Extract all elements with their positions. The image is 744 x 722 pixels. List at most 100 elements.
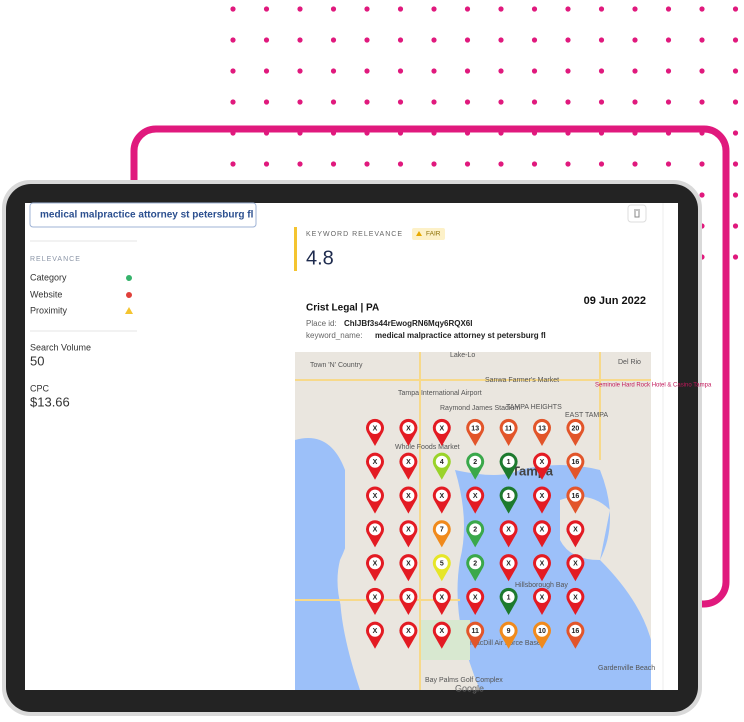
dot <box>732 161 739 167</box>
pin-center <box>469 455 482 468</box>
rank-pin: 13 <box>466 418 485 446</box>
pin-label: 11 <box>471 628 479 635</box>
rank-pin: 16 <box>566 452 585 480</box>
dot <box>364 37 370 43</box>
pin-label: 20 <box>572 425 580 432</box>
delete-button[interactable] <box>627 204 647 223</box>
pin-center <box>369 557 381 570</box>
dot <box>632 6 638 12</box>
pin-center <box>469 624 482 637</box>
metric-label: CPC <box>30 383 50 393</box>
dot <box>431 161 437 167</box>
pin-label: X <box>406 493 411 500</box>
rank-pin: X <box>366 418 385 446</box>
rank-pin: X <box>366 452 385 480</box>
map-label: Lake-Lo <box>450 352 475 359</box>
dot <box>531 161 538 167</box>
pin-center <box>402 591 415 603</box>
rank-pin: X <box>533 452 551 480</box>
keyword-name: medical malpractice attorney st petersbu… <box>375 331 546 340</box>
dot <box>598 37 605 43</box>
status-error <box>126 292 132 298</box>
dot <box>732 6 739 12</box>
pin-label: X <box>540 459 545 466</box>
pin-center <box>569 557 582 570</box>
dot <box>498 68 504 74</box>
pin-center <box>569 455 582 468</box>
dot <box>330 37 337 43</box>
dot <box>431 37 437 43</box>
dot <box>397 99 404 105</box>
metric-label: Search Volume <box>30 342 91 352</box>
rank-pin: X <box>399 486 418 514</box>
dot <box>665 6 672 12</box>
pin-center <box>536 422 548 434</box>
pin-label: 10 <box>538 628 546 635</box>
pin-label: X <box>540 527 545 534</box>
pin-center <box>569 624 582 637</box>
pin-center <box>369 422 381 434</box>
island <box>560 496 610 560</box>
pin-center <box>469 489 482 502</box>
pin-label: X <box>373 459 378 466</box>
pin-center <box>536 523 548 536</box>
rank-pin: X <box>533 587 551 615</box>
rank-pin: 7 <box>432 520 451 548</box>
rank-pin: X <box>366 520 385 548</box>
report-date: 09 Jun 2022 <box>584 295 646 307</box>
dot <box>263 161 270 167</box>
dot <box>330 161 337 167</box>
pin-label: X <box>406 628 411 635</box>
status-warn <box>125 307 133 314</box>
map: Lake-Lo Town 'N' Country Tampa Internati… <box>295 352 712 693</box>
dot <box>565 99 571 105</box>
business-name: Crist Legal | PA <box>306 303 379 314</box>
rank-pin: X <box>566 554 585 582</box>
map-label: Bay Palms Golf Complex <box>425 677 503 684</box>
pin-center <box>435 523 448 536</box>
dot <box>665 99 672 105</box>
pin-label: X <box>506 527 511 534</box>
pin-label: X <box>439 594 444 601</box>
pin-label: 1 <box>507 594 511 601</box>
dot <box>464 161 471 167</box>
check-label: Category <box>30 272 67 282</box>
pin-label: X <box>373 561 378 568</box>
dot <box>699 99 705 105</box>
pin-center <box>369 591 381 603</box>
pin-label: X <box>406 594 411 601</box>
status-ok <box>126 275 132 281</box>
pin-label: 11 <box>505 425 513 432</box>
pin-label: X <box>439 425 444 432</box>
map-label: Hillsborough Bay <box>515 582 568 589</box>
rank-pin: X <box>366 554 385 582</box>
pin-label: 9 <box>507 628 511 635</box>
dot <box>565 37 571 43</box>
dot <box>699 192 705 198</box>
rank-pin: X <box>533 554 551 582</box>
pin-center <box>502 455 515 468</box>
section-heading: RELEVANCE <box>30 256 81 263</box>
rank-pin: 11 <box>466 621 485 649</box>
pin-label: 16 <box>572 459 580 466</box>
dot <box>565 6 571 12</box>
dot <box>230 99 236 105</box>
dot <box>464 37 471 43</box>
dot <box>397 6 404 12</box>
dot <box>732 254 739 260</box>
pin-center <box>569 422 582 434</box>
pin-label: 1 <box>507 459 511 466</box>
dot <box>665 68 672 74</box>
pin-label: 1 <box>507 493 511 500</box>
pin-label: X <box>406 561 411 568</box>
dot <box>464 6 471 12</box>
dot <box>531 6 538 12</box>
pin-center <box>502 591 515 603</box>
map-label: Whole Foods Market <box>395 444 460 451</box>
pin-center <box>369 523 381 536</box>
pin-label: X <box>406 425 411 432</box>
check-label: Website <box>30 289 62 299</box>
pin-center <box>502 523 515 536</box>
